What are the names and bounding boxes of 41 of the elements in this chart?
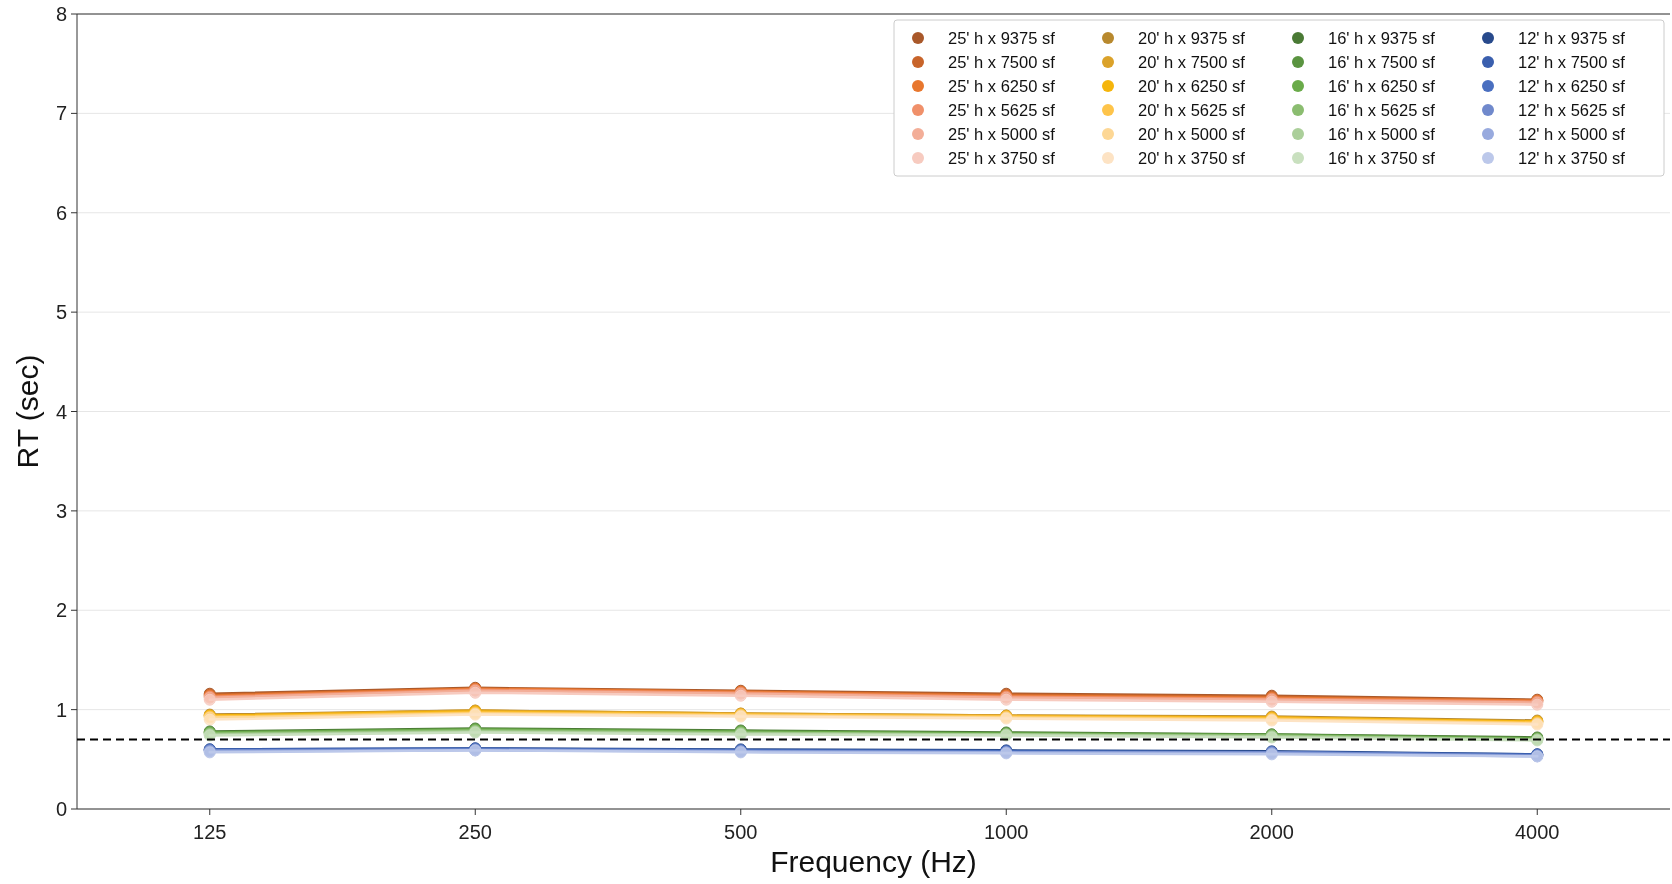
legend-label: 20' h x 6250 sf bbox=[1138, 76, 1246, 95]
legend-label: 12' h x 6250 sf bbox=[1518, 76, 1626, 95]
y-tick-label: 8 bbox=[55, 3, 67, 25]
legend-label: 25' h x 6250 sf bbox=[948, 76, 1056, 95]
legend-label: 16' h x 5000 sf bbox=[1328, 124, 1436, 143]
legend-label: 12' h x 7500 sf bbox=[1518, 52, 1626, 71]
legend-label: 25' h x 7500 sf bbox=[948, 52, 1056, 71]
x-tick-label: 4000 bbox=[1515, 821, 1560, 843]
y-tick-label: 6 bbox=[55, 201, 67, 224]
y-tick-label: 1 bbox=[55, 698, 67, 721]
legend-label: 16' h x 5625 sf bbox=[1328, 100, 1436, 119]
y-axis-title: RT (sec) bbox=[11, 354, 44, 469]
legend-label: 12' h x 5625 sf bbox=[1518, 100, 1626, 119]
legend-label: 20' h x 5625 sf bbox=[1138, 100, 1246, 119]
legend-label: 16' h x 3750 sf bbox=[1328, 148, 1436, 167]
x-tick-label: 250 bbox=[458, 821, 492, 843]
legend-label: 25' h x 3750 sf bbox=[948, 148, 1056, 167]
legend-label: 20' h x 3750 sf bbox=[1138, 148, 1246, 167]
legend-label: 20' h x 9375 sf bbox=[1138, 28, 1246, 47]
y-tick-label: 4 bbox=[55, 400, 67, 423]
legend-label: 16' h x 9375 sf bbox=[1328, 28, 1436, 47]
legend-label: 20' h x 7500 sf bbox=[1138, 52, 1246, 71]
legend-label: 25' h x 9375 sf bbox=[948, 28, 1056, 47]
y-tick-label: 0 bbox=[55, 798, 67, 820]
legend-label: 25' h x 5000 sf bbox=[948, 124, 1056, 143]
legend-label: 12' h x 5000 sf bbox=[1518, 124, 1626, 143]
legend-label: 16' h x 6250 sf bbox=[1328, 76, 1436, 95]
legend-label: 12' h x 3750 sf bbox=[1518, 148, 1626, 167]
x-axis-title: Frequency (Hz) bbox=[770, 845, 977, 878]
legend-label: 20' h x 5000 sf bbox=[1138, 124, 1246, 143]
y-tick-label: 5 bbox=[55, 301, 67, 324]
legend-label: 16' h x 7500 sf bbox=[1328, 52, 1436, 71]
y-tick-label: 2 bbox=[55, 599, 67, 622]
x-tick-label: 1000 bbox=[984, 821, 1029, 843]
x-tick-label: 125 bbox=[193, 821, 227, 843]
y-tick-label: 3 bbox=[55, 499, 67, 522]
x-tick-label: 500 bbox=[724, 821, 758, 843]
y-tick-label: 7 bbox=[55, 102, 67, 125]
legend-label: 12' h x 9375 sf bbox=[1518, 28, 1626, 47]
legend-label: 25' h x 5625 sf bbox=[948, 100, 1056, 119]
x-tick-label: 2000 bbox=[1249, 821, 1294, 843]
